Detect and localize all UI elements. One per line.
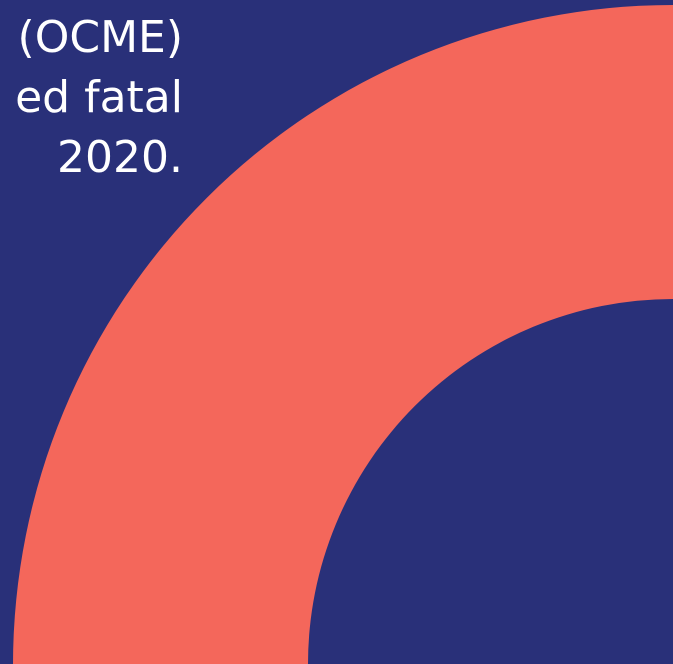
text-line-2: ed fatal xyxy=(15,72,183,123)
text-line-1: (OCME) xyxy=(17,12,183,63)
text-line-3: 2020. xyxy=(57,132,183,183)
body-text-fragment: (OCME) ed fatal 2020. xyxy=(15,8,183,188)
coral-quarter-ring xyxy=(13,5,673,664)
